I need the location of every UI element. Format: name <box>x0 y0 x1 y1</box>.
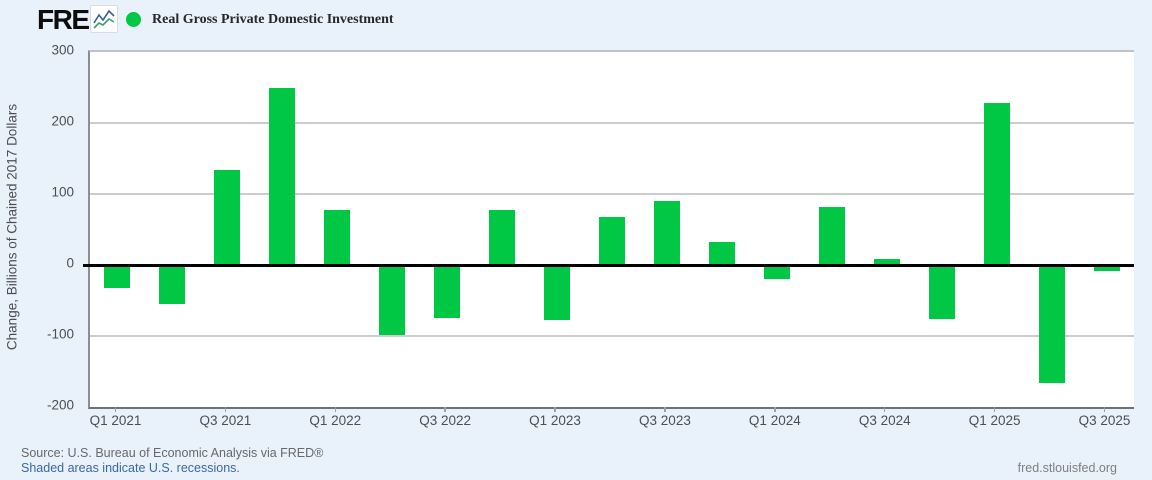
x-tick-label-Q1-2021: Q1 2021 <box>89 413 142 428</box>
y-tick-label--200: -200 <box>46 397 74 413</box>
bar-Q2-2025[interactable] <box>1038 265 1065 383</box>
x-tick-mark-Q3-2024 <box>883 407 886 412</box>
bar-Q3-2023[interactable] <box>653 201 680 265</box>
bar-Q3-2025[interactable] <box>1093 265 1120 271</box>
series-title: Real Gross Private Domestic Investment <box>152 12 394 27</box>
bar-Q4-2024[interactable] <box>928 265 955 319</box>
y-tick-label-200: 200 <box>51 113 74 129</box>
bar-Q4-2022[interactable] <box>489 210 516 265</box>
bar-Q4-2021[interactable] <box>269 87 296 265</box>
x-tick-label-Q1-2024: Q1 2024 <box>748 413 801 428</box>
bar-Q1-2022[interactable] <box>324 210 351 265</box>
source-attribution: Source: U.S. Bureau of Economic Analysis… <box>21 446 324 460</box>
gridline-100 <box>90 193 1134 195</box>
x-tick-label-Q3-2025: Q3 2025 <box>1078 413 1131 428</box>
series-legend-dot <box>126 12 141 27</box>
x-tick-mark-Q1-2024 <box>774 407 776 412</box>
bar-Q2-2022[interactable] <box>379 265 406 335</box>
x-tick-mark-Q1-2021 <box>114 407 117 412</box>
recession-note-link[interactable]: Shaded areas indicate U.S. recessions. <box>21 461 240 475</box>
bar-Q1-2025[interactable] <box>983 103 1010 265</box>
y-tick-label-100: 100 <box>51 184 74 200</box>
x-tick-label-Q3-2024: Q3 2024 <box>858 413 911 428</box>
x-tick-label-Q1-2023: Q1 2023 <box>529 413 581 428</box>
fred-sparkline-icon <box>90 5 118 33</box>
bar-Q3-2022[interactable] <box>434 265 461 318</box>
bar-Q1-2024[interactable] <box>763 265 790 280</box>
bar-Q3-2021[interactable] <box>214 169 241 265</box>
y-tick-label-300: 300 <box>51 42 74 58</box>
y-tick-label-0: 0 <box>66 255 74 271</box>
x-tick-mark-Q3-2021 <box>224 407 227 412</box>
bar-Q1-2021[interactable] <box>104 265 131 289</box>
fred-site-url: fred.stlouisfed.org <box>1017 461 1117 475</box>
y-tick-label--100: -100 <box>46 326 74 342</box>
bar-Q2-2024[interactable] <box>818 206 845 265</box>
x-tick-label-Q1-2022: Q1 2022 <box>309 413 362 428</box>
gridline-200 <box>90 122 1134 124</box>
x-tick-mark-Q3-2025 <box>1103 407 1106 412</box>
bar-Q3-2024[interactable] <box>873 259 900 265</box>
plot-area <box>83 50 1134 409</box>
y-axis-tick-labels: 300 200 100 0 -100 -200 <box>0 43 80 413</box>
bar-Q2-2023[interactable] <box>599 216 625 265</box>
x-tick-mark-Q1-2023 <box>554 407 556 412</box>
bar-Q2-2021[interactable] <box>159 265 186 305</box>
x-tick-mark-Q3-2023 <box>664 407 666 412</box>
x-tick-mark-Q1-2025 <box>993 407 996 412</box>
x-tick-label-Q1-2025: Q1 2025 <box>968 413 1021 428</box>
chart-header: FRED® Real Gross Private Domestic Invest… <box>0 0 1152 44</box>
zero-baseline <box>83 263 1134 267</box>
x-tick-label-Q3-2023: Q3 2023 <box>639 413 691 428</box>
x-tick-label-Q3-2021: Q3 2021 <box>199 413 252 428</box>
x-tick-label-Q3-2022: Q3 2022 <box>419 413 472 428</box>
gridline--100 <box>90 335 1134 337</box>
x-tick-mark-Q1-2022 <box>334 407 336 412</box>
bar-Q1-2023[interactable] <box>544 265 571 321</box>
x-axis: Q1 2021 Q3 2021 Q1 2022 Q3 2022 Q1 2023 Q3 20… <box>88 407 1132 437</box>
x-tick-mark-Q3-2022 <box>444 407 446 412</box>
bar-Q4-2023[interactable] <box>708 242 735 265</box>
